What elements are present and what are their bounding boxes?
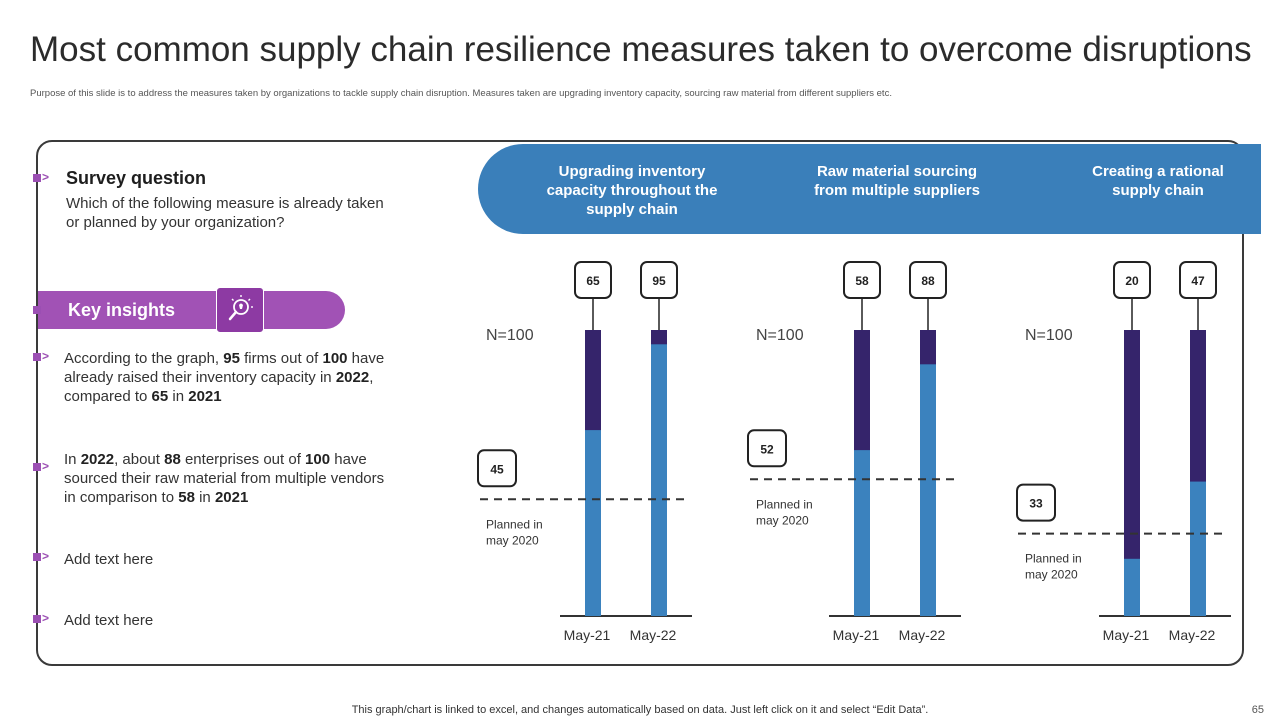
data-label: 20 [1125,274,1139,288]
data-label: 47 [1191,274,1205,288]
insight-item: According to the graph, 95 firms out of … [64,350,385,405]
survey-heading: Survey question [66,168,207,188]
page-number: 65 [1251,704,1264,716]
planned-label: Planned in [1025,552,1082,566]
n-label: N=100 [486,327,534,344]
insight-item: Add text here [64,551,154,568]
chart-title: Upgrading inventory capacity throughout … [546,163,718,218]
planned-label: Planned in [486,517,543,531]
planned-label: may 2020 [756,513,809,527]
chart-title: Creating a rational supply chain [1092,163,1224,199]
survey-bullet-icon: > [33,170,51,184]
chart-title: Raw material sourcing from multiple supp… [814,163,980,199]
data-label-box [640,261,678,299]
x-tick-label: May-21 [833,627,880,643]
insight-bullet-icon: > [33,549,51,563]
footer-note: This graph/chart is linked to excel, and… [351,704,929,716]
planned-value: 33 [1029,497,1043,511]
bar-value [1124,558,1140,616]
data-label: 88 [921,274,935,288]
insight-item: Add text here [64,612,154,629]
planned-value-box [747,429,787,468]
x-tick-label: May-22 [1169,627,1216,643]
insight-bullet-icon: > [33,611,51,625]
key-insights-heading: Key insights [68,300,176,320]
planned-label: Planned in [756,497,813,511]
planned-label: may 2020 [1025,568,1078,582]
x-tick-label: May-22 [899,627,946,643]
insight-bullet-icon: > [33,349,51,363]
planned-label: may 2020 [486,533,539,547]
x-tick-label: May-21 [564,627,611,643]
x-tick-label: May-21 [1103,627,1150,643]
planned-value: 52 [760,442,774,456]
x-tick-label: May-22 [630,627,677,643]
content-frame [36,140,1244,666]
bar-value [920,364,936,616]
slide-subtitle: Purpose of this slide is to address the … [30,88,892,99]
insight-bullet-icon: > [33,459,51,473]
n-label: N=100 [1025,327,1073,344]
data-label-box [909,261,947,299]
insight-item: In 2022, about 88 enterprises out of 100… [64,451,385,506]
bar-value [651,344,667,616]
bar-value [1190,481,1206,616]
bar-value [585,430,601,616]
n-label: N=100 [756,327,804,344]
bar-value [854,450,870,616]
planned-value: 45 [490,462,504,476]
data-label: 58 [855,274,869,288]
slide-title: Most common supply chain resilience meas… [30,30,1252,69]
data-label: 65 [586,274,600,288]
data-label-box [1113,261,1151,299]
chart-header-band [478,144,1261,234]
planned-value-box [477,449,517,488]
data-label-box [574,261,612,299]
bar-total [1124,330,1140,616]
insights-bullet-icon [33,305,51,315]
data-label-box [843,261,881,299]
survey-question-text: Which of the following measure is alread… [66,195,384,231]
key-insights-banner [38,291,345,329]
planned-value-box [1016,483,1056,522]
data-label: 95 [652,274,666,288]
lightbulb-magnifier-icon [216,287,264,333]
data-label-box [1179,261,1217,299]
